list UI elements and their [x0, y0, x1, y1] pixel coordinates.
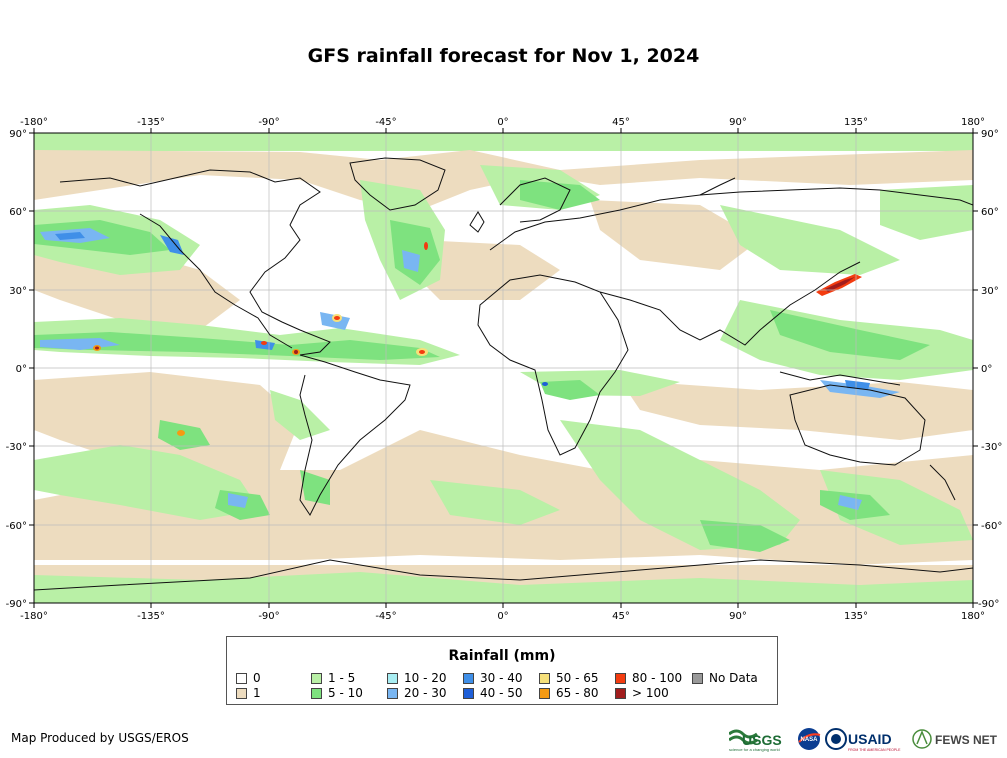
legend-label: 50 - 65 — [556, 671, 599, 685]
legend-swatch — [539, 688, 550, 699]
legend-swatch — [615, 688, 626, 699]
legend-item: No Data — [692, 672, 758, 685]
legend-swatch — [463, 688, 474, 699]
usgs-logo: USGS science for a changing world — [729, 729, 782, 752]
legend-item: 30 - 40 — [463, 672, 523, 685]
lon-label-bottom: 0° — [497, 611, 508, 622]
nasa-logo: NASA — [798, 728, 821, 750]
legend-item: > 100 — [615, 687, 669, 700]
legend-item: 0 — [236, 672, 261, 685]
lat-labels-left: 90° 60° 30° 0° -30° -60° -90° — [6, 129, 27, 610]
partner-logos: USGS science for a changing world NASA U… — [729, 728, 998, 752]
map-credit: Map Produced by USGS/EROS — [11, 731, 189, 745]
lat-label-left: -30° — [6, 442, 27, 453]
lat-label-left: 90° — [9, 129, 27, 140]
lon-label-bottom: -45° — [375, 611, 396, 622]
lat-label-right: -30° — [981, 442, 1002, 453]
lat-labels-right: 90° 60° 30° 0° -30° -60° -90° — [978, 129, 1002, 610]
legend-item: 65 - 80 — [539, 687, 599, 700]
legend-item: 80 - 100 — [615, 672, 682, 685]
lat-label-left: 60° — [9, 207, 27, 218]
lon-label-top: -135° — [137, 117, 165, 128]
legend-swatch — [236, 673, 247, 684]
legend-swatch — [311, 688, 322, 699]
legend-item: 1 - 5 — [311, 672, 355, 685]
lon-label-bottom: -135° — [137, 611, 165, 622]
legend-label: 20 - 30 — [404, 686, 447, 700]
legend-label: 10 - 20 — [404, 671, 447, 685]
legend-item: 50 - 65 — [539, 672, 599, 685]
map-title: GFS rainfall forecast for Nov 1, 2024 — [307, 45, 700, 67]
lon-label-bottom: -90° — [258, 611, 279, 622]
legend-swatch — [387, 673, 398, 684]
lon-labels-top: -180° -135° -90° -45° 0° 45° 90° 135° 18… — [20, 117, 985, 128]
lat-label-left: -60° — [6, 521, 27, 532]
lat-label-right: -90° — [978, 599, 999, 610]
usaid-tagline: FROM THE AMERICAN PEOPLE — [848, 748, 901, 752]
lon-label-bottom: -180° — [20, 611, 48, 622]
usgs-tagline: science for a changing world — [729, 747, 780, 752]
lon-label-top: -180° — [20, 117, 48, 128]
rain-20-30-areas — [40, 228, 900, 510]
tick-marks — [29, 128, 978, 608]
legend-item: 1 — [236, 687, 261, 700]
legend-label: 1 — [253, 686, 261, 700]
lat-label-right: 30° — [981, 286, 999, 297]
legend-label: 5 - 10 — [328, 686, 363, 700]
lon-label-top: -45° — [375, 117, 396, 128]
fewsnet-logo: FEWS NET — [912, 729, 998, 749]
lat-label-right: 60° — [981, 207, 999, 218]
rainfall-map: -180° -135° -90° -45° 0° 45° 90° 135° 18… — [6, 117, 1003, 622]
rain-heavy-spots — [93, 242, 862, 436]
legend-swatch — [615, 673, 626, 684]
lat-label-left: 30° — [9, 286, 27, 297]
legend-label: 0 — [253, 671, 261, 685]
legend-label: 1 - 5 — [328, 671, 356, 685]
legend-label: 40 - 50 — [480, 686, 523, 700]
lon-label-top: -90° — [258, 117, 279, 128]
usaid-text: USAID — [848, 731, 892, 747]
legend-swatch — [236, 688, 247, 699]
lon-label-bottom: 45° — [612, 611, 630, 622]
lon-label-bottom: 180° — [961, 611, 985, 622]
legend-item: 40 - 50 — [463, 687, 523, 700]
lat-label-left: 0° — [16, 364, 27, 375]
legend-swatch — [463, 673, 474, 684]
legend-label: > 100 — [632, 686, 669, 700]
legend: Rainfall (mm) 0 1 1 - 5 5 - 10 10 - 20 2… — [226, 636, 778, 705]
lat-label-right: 90° — [981, 129, 999, 140]
legend-label: 30 - 40 — [480, 671, 523, 685]
graticule — [34, 133, 973, 603]
lon-label-bottom: 90° — [729, 611, 747, 622]
lat-label-right: 0° — [981, 364, 992, 375]
lat-label-right: -60° — [981, 521, 1002, 532]
legend-item: 10 - 20 — [387, 672, 447, 685]
legend-item: 5 - 10 — [311, 687, 363, 700]
nasa-text: NASA — [800, 737, 818, 743]
coastlines — [34, 157, 973, 591]
fewsnet-text: FEWS NET — [935, 733, 998, 747]
lon-label-top: 90° — [729, 117, 747, 128]
usgs-text: USGS — [742, 732, 782, 748]
lat-label-left: -90° — [6, 599, 27, 610]
lon-label-top: 180° — [961, 117, 985, 128]
lon-label-bottom: 135° — [844, 611, 868, 622]
lon-label-top: 135° — [844, 117, 868, 128]
legend-swatch — [692, 673, 703, 684]
legend-label: 65 - 80 — [556, 686, 599, 700]
legend-title: Rainfall (mm) — [448, 648, 556, 664]
lon-labels-bottom: -180° -135° -90° -45° 0° 45° 90° 135° 18… — [20, 611, 985, 622]
legend-label: 80 - 100 — [632, 671, 683, 685]
legend-swatch — [539, 673, 550, 684]
legend-item: 20 - 30 — [387, 687, 447, 700]
lon-label-top: 0° — [497, 117, 508, 128]
legend-swatch — [387, 688, 398, 699]
rain-arctic-band — [34, 133, 973, 151]
usaid-logo: USAID FROM THE AMERICAN PEOPLE — [825, 728, 901, 752]
lon-label-top: 45° — [612, 117, 630, 128]
legend-swatch — [311, 673, 322, 684]
legend-label: No Data — [709, 671, 758, 685]
